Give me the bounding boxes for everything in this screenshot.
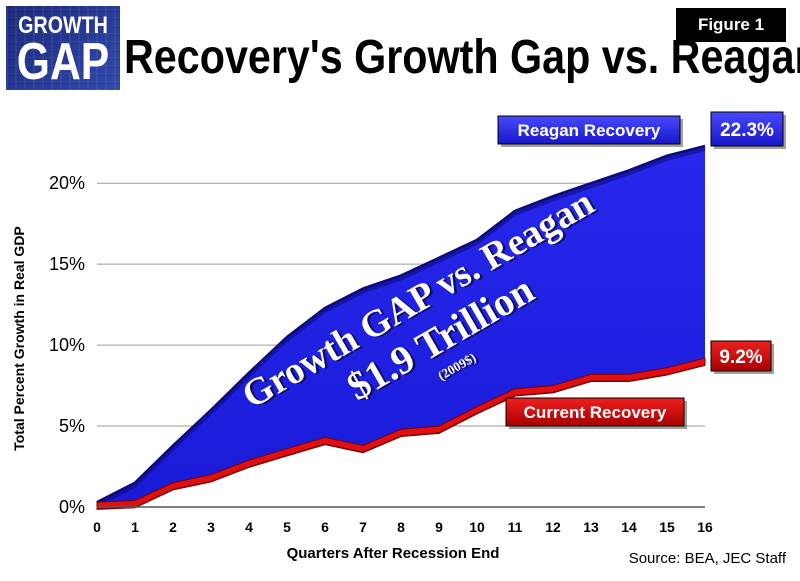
chart-title: Recovery's Growth Gap vs. Reagan [124, 31, 800, 84]
current-shadow-line [96, 364, 706, 510]
logo-line1: GROWTH [18, 12, 108, 39]
current-series-label: Current Recovery [524, 403, 667, 422]
growth-gap-logo: GROWTH GAP [6, 6, 120, 90]
logo-line2: GAP [16, 33, 110, 90]
x-tick-label: 11 [508, 519, 523, 535]
reagan-end-value-box [710, 111, 784, 147]
figure-label: Figure 1 [676, 8, 786, 42]
y-tick-label: 5% [59, 416, 85, 436]
x-axis-title: Quarters After Recession End [287, 545, 500, 562]
x-tick-label: 13 [583, 519, 599, 535]
x-tick-label: 2 [169, 519, 177, 535]
y-tick-label: 20% [49, 173, 85, 193]
x-tick-label: 4 [245, 519, 253, 535]
x-tick-label: 16 [697, 519, 713, 535]
x-tick-label: 12 [545, 519, 561, 535]
x-tick-label: 9 [435, 519, 443, 535]
x-tick-label: 14 [621, 519, 637, 535]
current-end-value: 9.2% [719, 347, 762, 368]
reagan-end-value: 22.3% [720, 120, 774, 141]
x-tick-label: 0 [93, 519, 101, 535]
x-tick-label: 1 [131, 519, 139, 535]
reagan-series-label: Reagan Recovery [518, 121, 661, 140]
x-tick-label: 15 [659, 519, 675, 535]
source-note: Source: BEA, JEC Staff [628, 550, 786, 567]
reagan-line [96, 144, 706, 504]
x-tick-label: 7 [359, 519, 367, 535]
x-tick-label: 10 [469, 519, 485, 535]
reagan-series-label-box [497, 115, 681, 145]
y-tick-label: 0% [59, 497, 85, 517]
x-tick-label: 5 [283, 519, 291, 535]
reagan-area [97, 146, 705, 503]
y-tick-label: 10% [49, 335, 85, 355]
x-tick-label: 8 [397, 519, 405, 535]
current-end-value-box [710, 340, 772, 372]
current-series-label-box [505, 397, 685, 427]
x-tick-label: 6 [321, 519, 329, 535]
y-tick-label: 15% [49, 254, 85, 274]
x-tick-label: 3 [207, 519, 215, 535]
y-axis-title: Total Percent Growth in Real GDP [11, 226, 27, 451]
